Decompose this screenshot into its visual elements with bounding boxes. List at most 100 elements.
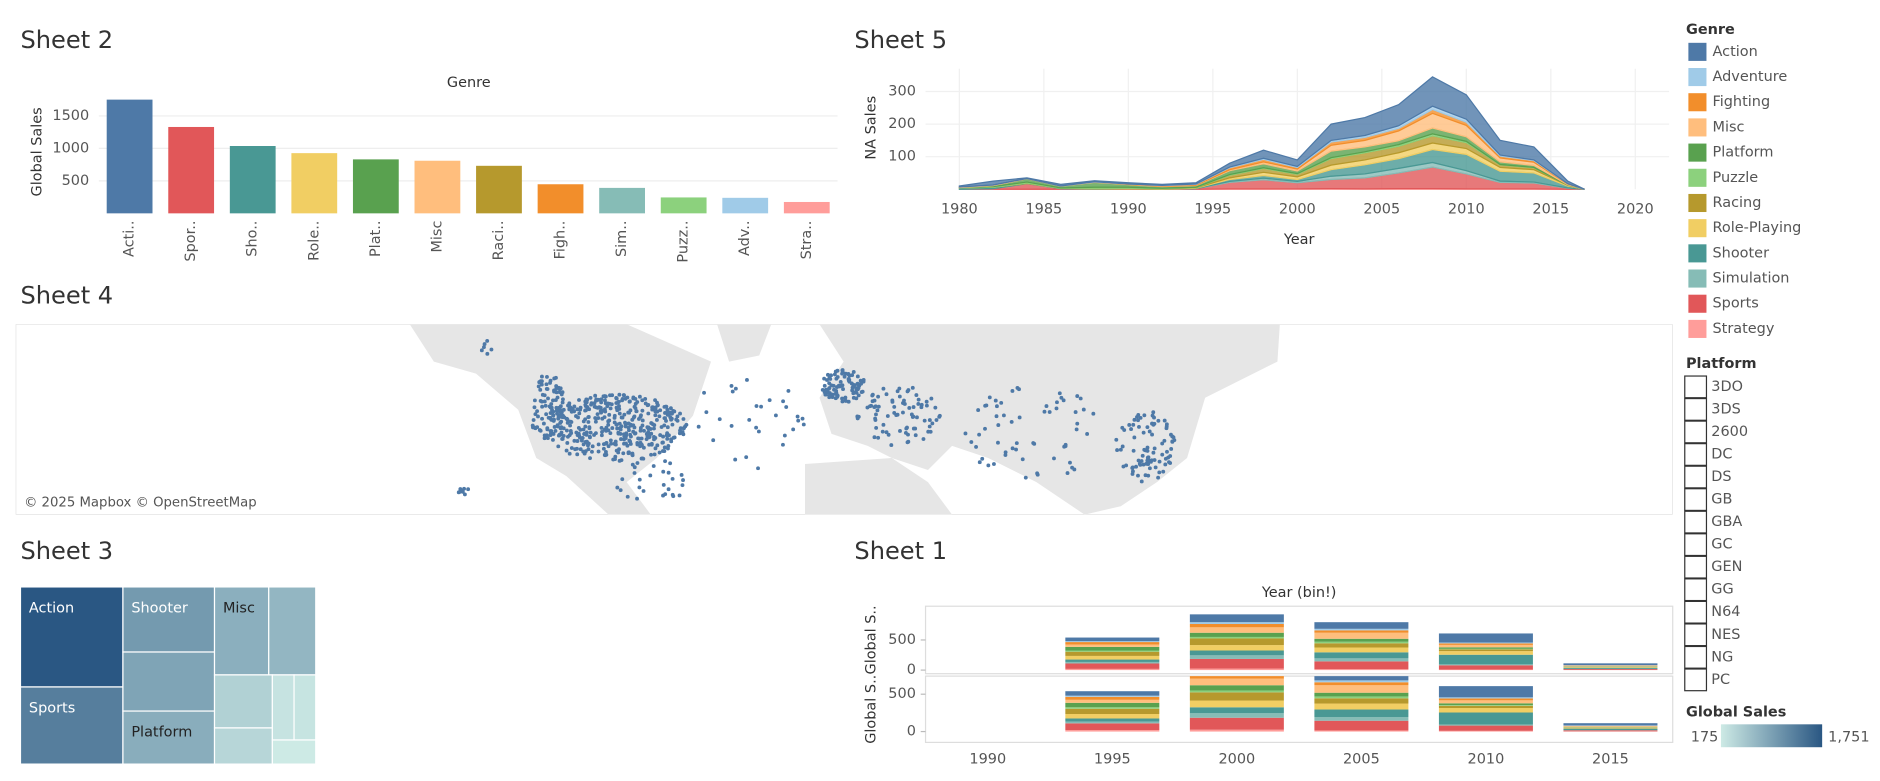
legend-swatch[interactable] (1688, 219, 1707, 238)
legend-label[interactable]: Role-Playing (1712, 220, 1801, 236)
legend-label[interactable]: Fighting (1712, 94, 1770, 110)
map-point (616, 400, 620, 405)
bar-segment (1314, 661, 1409, 670)
map-point (536, 414, 540, 419)
checkbox[interactable] (1684, 488, 1708, 512)
map-point (650, 405, 655, 410)
legend-swatch[interactable] (1688, 319, 1707, 338)
x-tick-label: 1980 (941, 202, 978, 218)
bar-segment (1438, 708, 1533, 713)
legend-label[interactable]: Sports (1712, 296, 1758, 312)
x-tick-label: 2010 (1448, 202, 1485, 218)
map-point (880, 429, 885, 434)
map-point (553, 398, 558, 403)
filter-option[interactable]: GC (1711, 537, 1732, 553)
filter-option[interactable]: 3DO (1711, 379, 1743, 395)
map-point (658, 433, 663, 438)
legend-label[interactable]: Action (1712, 44, 1757, 60)
legend-swatch[interactable] (1688, 294, 1707, 313)
checkbox[interactable] (1684, 420, 1708, 444)
legend-swatch[interactable] (1688, 168, 1707, 187)
checkbox[interactable] (1684, 533, 1708, 557)
filter-option[interactable]: GG (1711, 582, 1733, 598)
map-point (649, 431, 654, 436)
map-point (853, 390, 857, 395)
filter-option[interactable]: GBA (1711, 514, 1742, 530)
map-point (565, 441, 570, 445)
map-point (670, 422, 675, 427)
map-point (623, 420, 627, 425)
map-point (875, 408, 880, 413)
legend-label[interactable]: Simulation (1712, 271, 1789, 287)
checkbox[interactable] (1684, 510, 1708, 534)
bar-segment (1438, 642, 1533, 644)
map-point (1160, 441, 1165, 446)
map-point (546, 415, 551, 420)
legend-label[interactable]: Adventure (1712, 69, 1787, 85)
filter-option[interactable]: N64 (1711, 604, 1740, 620)
checkbox[interactable] (1684, 465, 1708, 489)
checkbox[interactable] (1684, 623, 1708, 647)
legend-label[interactable]: Racing (1712, 195, 1761, 211)
map-point (1055, 400, 1059, 405)
checkbox[interactable] (1684, 668, 1708, 692)
legend-swatch[interactable] (1688, 42, 1707, 61)
map-point (881, 422, 886, 427)
filter-option[interactable]: NG (1711, 649, 1733, 665)
map-point (704, 410, 709, 415)
map-point (540, 392, 545, 397)
checkbox[interactable] (1684, 397, 1708, 421)
filter-option[interactable]: 2600 (1711, 424, 1748, 440)
filter-option[interactable]: 3DS (1711, 401, 1741, 417)
legend-swatch[interactable] (1688, 244, 1707, 263)
filter-option[interactable]: NES (1711, 627, 1740, 643)
map-point (665, 431, 670, 436)
map-point (1118, 447, 1123, 452)
x-tick-label: 1995 (1194, 202, 1231, 218)
legend-swatch[interactable] (1688, 143, 1707, 162)
map-point (634, 409, 639, 414)
legend-label[interactable]: Strategy (1712, 321, 1774, 337)
map-point (730, 389, 735, 394)
map-point (884, 430, 889, 435)
map-point (836, 383, 841, 388)
map-point (1142, 413, 1147, 418)
checkbox[interactable] (1684, 578, 1708, 602)
map-point (646, 411, 651, 416)
filter-option[interactable]: PC (1711, 672, 1730, 688)
checkbox[interactable] (1684, 443, 1708, 466)
map-point (569, 446, 574, 450)
map-point (653, 413, 658, 418)
map-point (1120, 444, 1125, 449)
legend-label[interactable]: Puzzle (1712, 170, 1758, 186)
legend-swatch[interactable] (1688, 269, 1707, 288)
filter-option[interactable]: DS (1711, 469, 1731, 485)
filter-option[interactable]: GEN (1711, 559, 1742, 575)
legend-label[interactable]: Misc (1712, 119, 1744, 135)
map-point (1136, 458, 1141, 463)
checkbox[interactable] (1684, 555, 1708, 579)
map-point (859, 390, 864, 395)
map-point (851, 370, 856, 374)
legend-swatch[interactable] (1688, 193, 1707, 213)
legend-label[interactable]: Shooter (1712, 245, 1769, 261)
map-point (599, 433, 604, 438)
map-point (1035, 471, 1040, 476)
treemap-cell (271, 674, 295, 741)
legend-label[interactable]: Platform (1712, 145, 1773, 161)
checkbox[interactable] (1684, 375, 1708, 399)
legend-swatch[interactable] (1688, 68, 1707, 87)
map-point (756, 466, 760, 471)
map-point (606, 422, 611, 427)
checkbox[interactable] (1684, 600, 1708, 624)
legend-swatch[interactable] (1688, 93, 1707, 112)
checkbox[interactable] (1684, 645, 1708, 669)
map-point (588, 435, 592, 440)
map-point (668, 415, 673, 420)
filter-option[interactable]: DC (1711, 446, 1732, 462)
map-point (555, 411, 559, 416)
map-point (1162, 438, 1167, 443)
filter-option[interactable]: GB (1711, 492, 1732, 508)
bar-segment (1314, 641, 1409, 644)
legend-swatch[interactable] (1688, 118, 1707, 137)
